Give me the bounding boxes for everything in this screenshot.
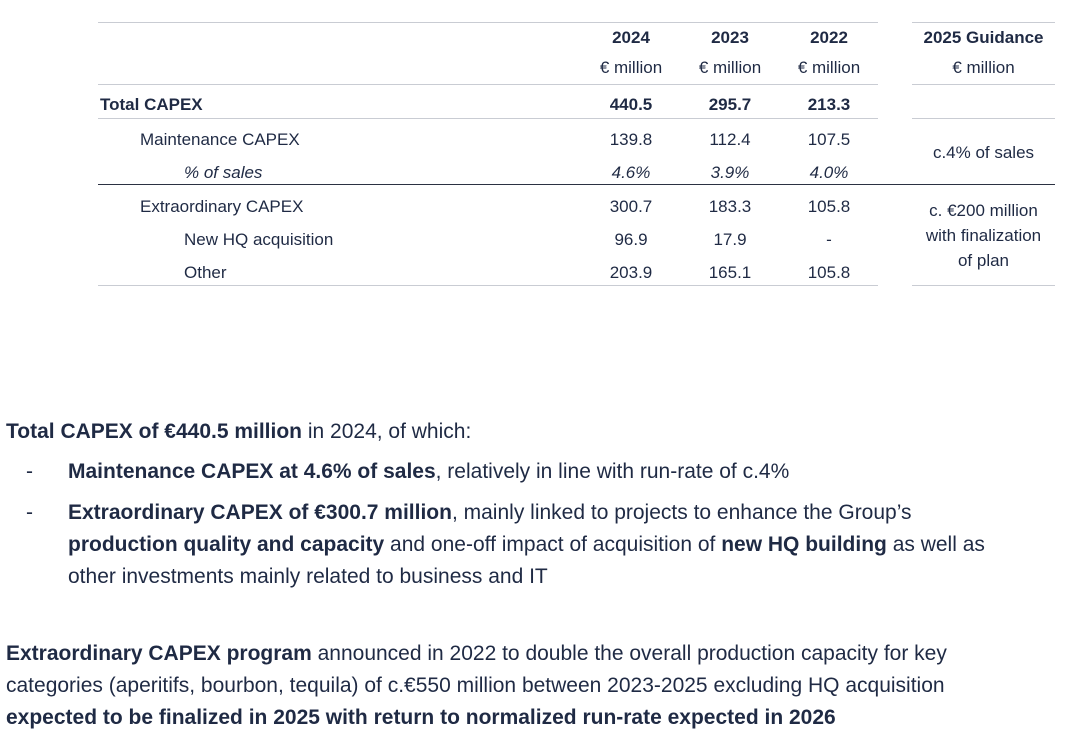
- bullet-2-bold-1: Extraordinary CAPEX of €300.7 million: [68, 501, 452, 524]
- program-bold: Extraordinary CAPEX program: [6, 642, 312, 665]
- cell-other-2024: 203.9: [609, 263, 653, 282]
- program-line-1: Extraordinary CAPEX program announced in…: [6, 638, 947, 670]
- bullet-2-rest-2: and one-off impact of acquisition of: [384, 533, 722, 556]
- guidance-header-unit: € million: [952, 58, 1015, 77]
- unit-header-2023: € million: [698, 58, 762, 77]
- program-line-2: categories (aperitifs, bourbon, tequila)…: [6, 674, 945, 697]
- cell-other-2023: 165.1: [708, 263, 752, 282]
- bullet-2-line-3: other investments mainly related to busi…: [68, 565, 548, 588]
- cell-hq-2022: -: [826, 230, 832, 249]
- bullet-2-rest-1: , mainly linked to projects to enhance t…: [451, 501, 912, 524]
- guidance-extraordinary-line2: with finalization: [925, 226, 1042, 245]
- cell-total-2023: 295.7: [708, 95, 752, 114]
- program-rest-1: announced in 2022 to double the overall …: [311, 642, 947, 665]
- cell-percent-2023: 3.9%: [710, 163, 750, 182]
- guidance-header-title: 2025 Guidance: [923, 28, 1044, 47]
- bullet-2-line-1: Extraordinary CAPEX of €300.7 million, m…: [68, 497, 912, 529]
- guidance-bottom-rule: [912, 285, 1055, 286]
- row-label-maintenance-capex: Maintenance CAPEX: [140, 130, 300, 149]
- year-header-2022: 2022: [810, 28, 848, 47]
- cell-extraordinary-2022: 105.8: [807, 197, 851, 216]
- row-label-new-hq-acquisition: New HQ acquisition: [184, 230, 334, 249]
- cell-total-2024: 440.5: [609, 95, 653, 114]
- cell-maintenance-2024: 139.8: [609, 130, 653, 149]
- bullet-1-rest: , relatively in line with run-rate of c.…: [435, 460, 790, 483]
- unit-header-2022: € million: [797, 58, 861, 77]
- bullet-1-bold: Maintenance CAPEX at 4.6% of sales: [68, 460, 436, 483]
- header-bottom-rule: [98, 84, 878, 85]
- row-label-extraordinary-capex: Extraordinary CAPEX: [140, 197, 304, 216]
- year-header-2023: 2023: [711, 28, 749, 47]
- row-label-total-capex: Total CAPEX: [100, 95, 203, 114]
- row-label-other: Other: [184, 263, 227, 282]
- unit-header-2024: € million: [599, 58, 663, 77]
- guidance-total-rule: [912, 118, 1055, 119]
- summary-intro: Total CAPEX of €440.5 million in 2024, o…: [6, 416, 471, 448]
- bullet-2-bold-2: production quality and capacity: [68, 533, 385, 556]
- cell-other-2022: 105.8: [807, 263, 851, 282]
- bullet-2-marker: -: [26, 501, 33, 524]
- total-row-rule: [98, 118, 878, 119]
- section-divider-rule: [98, 184, 1055, 185]
- table-top-rule: [98, 22, 878, 23]
- bullet-2-bold-3: new HQ building: [721, 533, 887, 556]
- guidance-extraordinary-line3: of plan: [957, 251, 1010, 270]
- cell-hq-2023: 17.9: [713, 230, 747, 249]
- cell-extraordinary-2024: 300.7: [609, 197, 653, 216]
- row-label-percent-of-sales: % of sales: [184, 163, 263, 182]
- guidance-top-rule: [912, 22, 1055, 23]
- cell-hq-2024: 96.9: [614, 230, 648, 249]
- intro-bold: Total CAPEX of €440.5 million: [6, 420, 303, 443]
- cell-percent-2022: 4.0%: [809, 163, 849, 182]
- bullet-2-line-2: production quality and capacity and one-…: [68, 529, 985, 561]
- guidance-header-bottom-rule: [912, 84, 1055, 85]
- intro-rest: in 2024, of which:: [302, 420, 472, 443]
- year-header-2024: 2024: [612, 28, 650, 47]
- bullet-1-marker: -: [26, 460, 33, 483]
- bullet-1-text: Maintenance CAPEX at 4.6% of sales, rela…: [68, 456, 789, 488]
- table-bottom-rule: [98, 285, 878, 286]
- cell-percent-2024: 4.6%: [611, 163, 651, 182]
- bullet-2-rest-3: as well as: [886, 533, 985, 556]
- program-line-3: expected to be finalized in 2025 with re…: [6, 706, 836, 729]
- cell-maintenance-2023: 112.4: [709, 130, 751, 149]
- guidance-extraordinary-line1: c. €200 million: [929, 201, 1038, 220]
- cell-total-2022: 213.3: [807, 95, 851, 114]
- cell-maintenance-2022: 107.5: [807, 130, 851, 149]
- cell-extraordinary-2023: 183.3: [708, 197, 752, 216]
- guidance-maintenance: c.4% of sales: [932, 143, 1035, 162]
